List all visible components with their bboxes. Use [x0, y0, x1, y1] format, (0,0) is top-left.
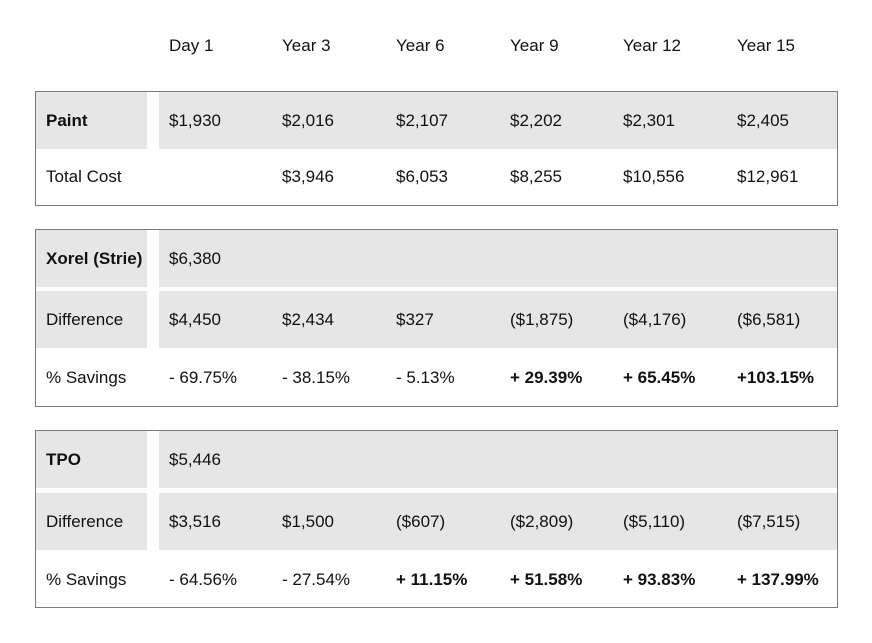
table-cell: - 5.13%	[396, 368, 455, 387]
table-cell: - 27.54%	[282, 570, 351, 589]
table-cell: ($607)	[396, 512, 446, 531]
table-cell: +103.15%	[737, 368, 815, 387]
table-cell: $2,016	[282, 111, 334, 130]
table-cell: + 51.58%	[510, 570, 583, 589]
table-cell: $1,500	[282, 512, 334, 531]
table-cell: $12,961	[737, 167, 799, 186]
table-cell: $2,107	[396, 111, 448, 130]
row-label-background	[36, 230, 147, 287]
table-cell: $4,450	[169, 310, 221, 329]
table-cell: + 137.99%	[737, 570, 819, 589]
row-label: TPO	[46, 450, 81, 469]
table-row: Difference $3,516 $1,500 ($607) ($2,809) ($5,…	[36, 493, 837, 550]
table-cell: $2,434	[282, 310, 334, 329]
table-row: % Savings - 69.75% - 38.15% - 5.13% + 29.39%…	[36, 349, 837, 406]
row-label-background	[36, 92, 147, 149]
table-cell: $6,380	[169, 249, 221, 268]
table-cell: $1,930	[169, 111, 221, 130]
table-cell: $6,053	[396, 167, 448, 186]
table-cell: ($4,176)	[623, 310, 687, 329]
column-header-year-12: Year 12	[623, 36, 681, 55]
table-cell: + 29.39%	[510, 368, 583, 387]
table-cell: ($5,110)	[623, 512, 686, 531]
row-label-background	[36, 493, 147, 550]
table-cell: $2,301	[623, 111, 675, 130]
row-label: % Savings	[46, 570, 127, 589]
table-cell: - 64.56%	[169, 570, 238, 589]
table-cell: + 65.45%	[623, 368, 696, 387]
row-label-background	[36, 431, 147, 488]
row-label: Difference	[46, 512, 124, 531]
column-header-year-3: Year 3	[282, 36, 331, 55]
table-cell: $3,946	[282, 167, 334, 186]
row-data-background	[159, 431, 837, 488]
table-cell: + 11.15%	[396, 570, 468, 589]
xorel-table: Xorel (Strie) $6,380 Difference $4,450 $2,43…	[35, 229, 838, 407]
table-row: Paint $1,930 $2,016 $2,107 $2,202 $2,301 $2,40…	[36, 92, 837, 149]
table-cell: ($7,515)	[737, 512, 801, 531]
table-row: Difference $4,450 $2,434 $327 ($1,875) ($4,17…	[36, 291, 837, 348]
row-label: % Savings	[46, 368, 127, 387]
table-cell: ($1,875)	[510, 310, 574, 329]
row-label: Xorel (Strie)	[46, 249, 143, 268]
table-cell: $8,255	[510, 167, 562, 186]
row-label: Difference	[46, 310, 124, 329]
column-header-year-9: Year 9	[510, 36, 559, 55]
table-row: Total Cost $3,946 $6,053 $8,255 $10,556 $12,9…	[36, 149, 837, 205]
table-cell: $10,556	[623, 167, 685, 186]
table-cell: + 93.83%	[623, 570, 696, 589]
column-header-year-15: Year 15	[737, 36, 795, 55]
table-cell: ($2,809)	[510, 512, 574, 531]
table-cell: $2,202	[510, 111, 562, 130]
table-row: Xorel (Strie) $6,380	[36, 230, 837, 287]
row-label: Total Cost	[46, 167, 122, 186]
table-row: % Savings - 64.56% - 27.54% + 11.15% + 51.58…	[36, 551, 837, 608]
tpo-table: TPO $5,446 Difference $3,516 $1,500 ($607) ($2…	[35, 430, 838, 608]
paint-table: Paint $1,930 $2,016 $2,107 $2,202 $2,301 $2,40…	[35, 91, 838, 206]
row-data-background	[159, 92, 837, 149]
column-header-day-1: Day 1	[169, 36, 214, 55]
row-data-background	[159, 230, 837, 287]
table-cell: - 69.75%	[169, 368, 238, 387]
table-cell: - 38.15%	[282, 368, 351, 387]
table-cell: $3,516	[169, 512, 221, 531]
table-cell: $327	[396, 310, 434, 329]
table-cell: $2,405	[737, 111, 789, 130]
table-cell: ($6,581)	[737, 310, 801, 329]
row-label-background	[36, 291, 147, 348]
row-data-background	[159, 291, 837, 348]
column-header-year-6: Year 6	[396, 36, 445, 55]
table-cell: $5,446	[169, 450, 221, 469]
table-row: TPO $5,446	[36, 431, 837, 488]
row-data-background	[159, 493, 837, 550]
row-label: Paint	[46, 111, 88, 130]
